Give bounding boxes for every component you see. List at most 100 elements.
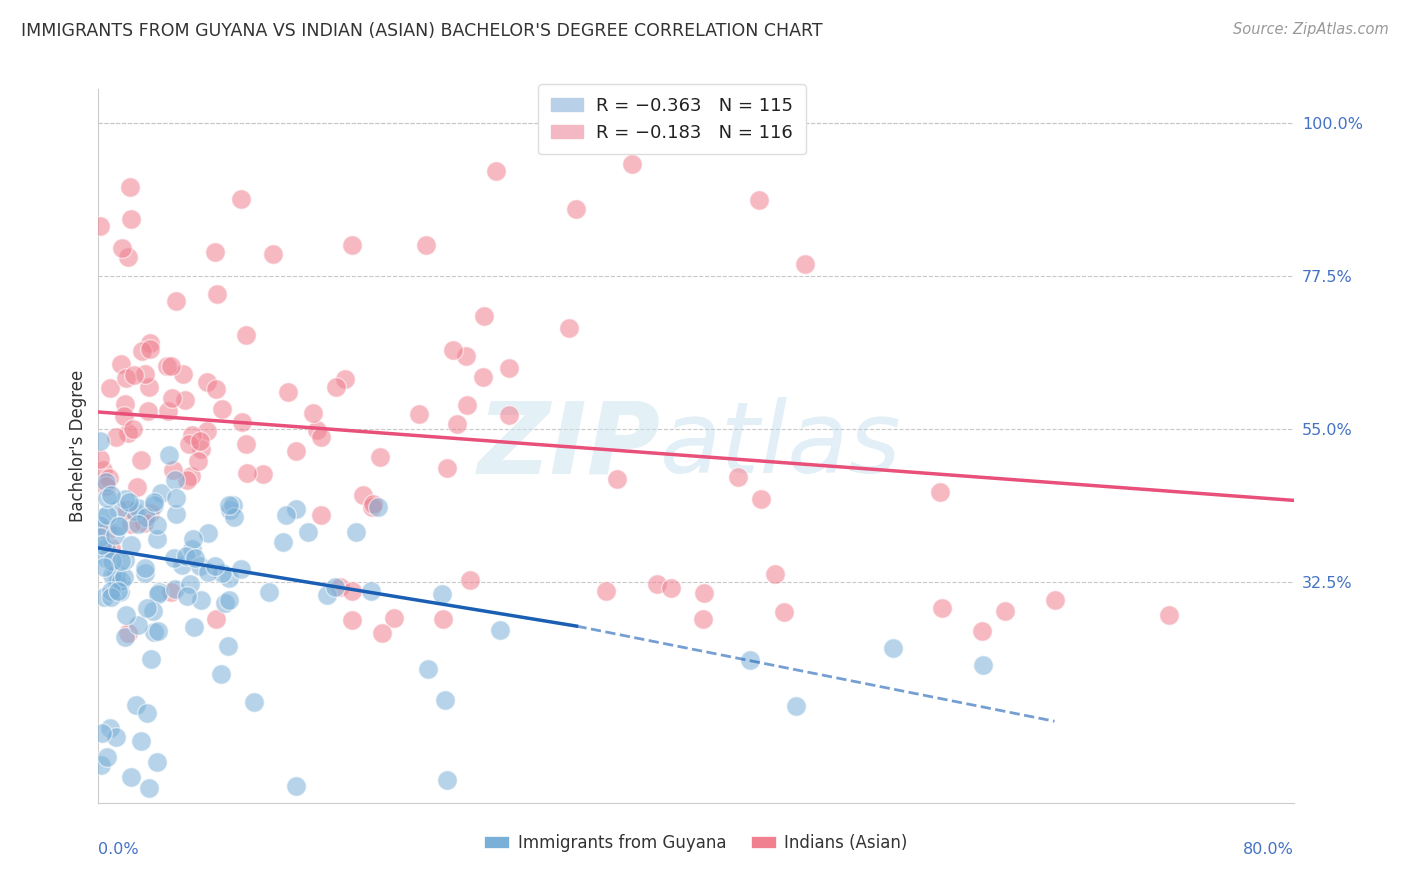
- Point: [177, 437, 200, 451]
- Point: [274, 508, 297, 523]
- Point: [180, 428, 202, 442]
- Point: [96, 491, 118, 506]
- Point: [763, 566, 786, 581]
- Point: [96, 523, 118, 537]
- Point: [430, 587, 453, 601]
- Point: [219, 503, 242, 517]
- Point: [141, 652, 163, 666]
- Point: [165, 507, 187, 521]
- Point: [112, 570, 135, 584]
- Text: Source: ZipAtlas.com: Source: ZipAtlas.com: [1233, 22, 1389, 37]
- Point: [204, 559, 226, 574]
- Point: [205, 286, 228, 301]
- Point: [360, 584, 382, 599]
- Point: [211, 402, 233, 417]
- Point: [163, 551, 186, 566]
- Point: [222, 499, 245, 513]
- Point: [117, 250, 139, 264]
- Point: [97, 471, 120, 485]
- Point: [90, 538, 112, 552]
- Point: [235, 327, 257, 342]
- Point: [98, 381, 121, 395]
- Point: [183, 620, 205, 634]
- Point: [1159, 608, 1181, 623]
- Point: [122, 504, 145, 518]
- Point: [132, 516, 155, 530]
- Point: [307, 423, 329, 437]
- Point: [121, 421, 143, 435]
- Point: [110, 574, 132, 588]
- Point: [970, 624, 993, 639]
- Point: [96, 508, 118, 522]
- Point: [173, 393, 195, 408]
- Point: [131, 343, 153, 358]
- Point: [187, 454, 209, 468]
- Point: [129, 734, 152, 748]
- Point: [148, 585, 170, 599]
- Point: [333, 372, 356, 386]
- Point: [340, 583, 363, 598]
- Point: [565, 202, 588, 216]
- Point: [180, 469, 202, 483]
- Point: [110, 357, 132, 371]
- Point: [727, 470, 749, 484]
- Point: [146, 624, 169, 638]
- Point: [120, 179, 142, 194]
- Point: [143, 498, 166, 512]
- Point: [117, 494, 139, 508]
- Point: [94, 541, 117, 555]
- Text: IMMIGRANTS FROM GUYANA VS INDIAN (ASIAN) BACHELOR'S DEGREE CORRELATION CHART: IMMIGRANTS FROM GUYANA VS INDIAN (ASIAN)…: [21, 22, 823, 40]
- Point: [218, 593, 240, 607]
- Point: [301, 406, 323, 420]
- Point: [89, 530, 111, 544]
- Point: [460, 573, 482, 587]
- Point: [139, 506, 162, 520]
- Point: [174, 549, 197, 563]
- Point: [105, 430, 128, 444]
- Point: [183, 551, 205, 566]
- Point: [127, 480, 149, 494]
- Point: [252, 467, 274, 481]
- Point: [138, 342, 160, 356]
- Point: [98, 721, 121, 735]
- Point: [139, 335, 162, 350]
- Point: [94, 479, 117, 493]
- Point: [415, 237, 437, 252]
- Point: [134, 566, 156, 581]
- Point: [659, 581, 682, 595]
- Point: [172, 367, 194, 381]
- Point: [129, 452, 152, 467]
- Point: [277, 384, 299, 399]
- Point: [195, 375, 218, 389]
- Point: [928, 484, 950, 499]
- Point: [557, 321, 579, 335]
- Point: [120, 517, 142, 532]
- Point: [329, 580, 352, 594]
- Point: [972, 658, 994, 673]
- Point: [100, 584, 122, 599]
- Point: [89, 219, 111, 233]
- Point: [259, 585, 281, 599]
- Point: [91, 510, 114, 524]
- Point: [315, 588, 337, 602]
- Point: [117, 425, 139, 440]
- Point: [146, 518, 169, 533]
- Point: [204, 244, 226, 259]
- Point: [112, 409, 135, 423]
- Point: [93, 560, 115, 574]
- Point: [205, 612, 228, 626]
- Point: [340, 238, 363, 252]
- Point: [89, 451, 111, 466]
- Point: [100, 590, 122, 604]
- Point: [134, 561, 156, 575]
- Point: [285, 444, 308, 458]
- Point: [142, 624, 165, 639]
- Point: [235, 437, 257, 451]
- Point: [127, 618, 149, 632]
- Point: [190, 442, 212, 457]
- Y-axis label: Bachelor's Degree: Bachelor's Degree: [69, 370, 87, 522]
- Point: [114, 491, 136, 506]
- Point: [620, 157, 643, 171]
- Point: [361, 497, 384, 511]
- Point: [107, 583, 129, 598]
